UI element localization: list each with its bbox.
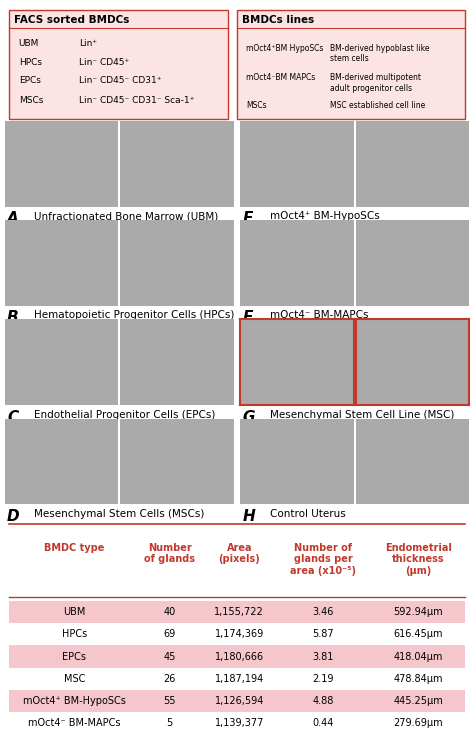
- Text: BMDCs lines: BMDCs lines: [242, 15, 314, 26]
- FancyBboxPatch shape: [9, 10, 228, 119]
- Text: UBM: UBM: [63, 607, 86, 617]
- Text: 418.04μm: 418.04μm: [393, 652, 443, 662]
- Text: EPCs: EPCs: [18, 75, 41, 85]
- Text: 4.88: 4.88: [312, 696, 334, 706]
- Text: B: B: [7, 311, 18, 325]
- Text: 279.69μm: 279.69μm: [393, 718, 443, 729]
- Text: MSCs: MSCs: [18, 96, 43, 106]
- Text: Lin⁻ CD45⁻ CD31⁺: Lin⁻ CD45⁻ CD31⁺: [79, 75, 162, 85]
- Text: 2.19: 2.19: [312, 674, 334, 684]
- Text: 478.84μm: 478.84μm: [393, 674, 443, 684]
- Text: 1,139,377: 1,139,377: [215, 718, 264, 729]
- Text: MSCs: MSCs: [246, 100, 267, 110]
- Text: 69: 69: [164, 629, 176, 639]
- Text: 1,187,194: 1,187,194: [215, 674, 264, 684]
- Text: mOct4⁺ BM-HypoSCs: mOct4⁺ BM-HypoSCs: [270, 211, 380, 221]
- Text: Lin⁻ CD45⁻ CD31⁻ Sca-1⁺: Lin⁻ CD45⁻ CD31⁻ Sca-1⁺: [79, 96, 194, 106]
- Text: BMDC type: BMDC type: [44, 542, 105, 553]
- Text: Lin⁻ CD45⁺: Lin⁻ CD45⁺: [79, 57, 129, 67]
- Text: BM-derived hypoblast like
stem cells: BM-derived hypoblast like stem cells: [330, 44, 429, 63]
- Text: HPCs: HPCs: [62, 629, 87, 639]
- Text: FACS sorted BMDCs: FACS sorted BMDCs: [14, 15, 129, 26]
- Text: 26: 26: [164, 674, 176, 684]
- FancyBboxPatch shape: [9, 646, 465, 668]
- Text: 616.45μm: 616.45μm: [393, 629, 443, 639]
- Text: mOct4⁺BM HypoSCs: mOct4⁺BM HypoSCs: [246, 44, 324, 53]
- FancyBboxPatch shape: [9, 623, 465, 646]
- Text: MSC: MSC: [64, 674, 85, 684]
- Text: Area
(pixels): Area (pixels): [219, 542, 260, 564]
- Text: Hematopoietic Progenitor Cells (HPCs): Hematopoietic Progenitor Cells (HPCs): [35, 311, 235, 320]
- Text: 45: 45: [164, 652, 176, 662]
- FancyBboxPatch shape: [237, 10, 465, 119]
- Text: E: E: [243, 211, 253, 226]
- Text: 5.87: 5.87: [312, 629, 334, 639]
- Text: BM-derived multipotent
adult progenitor cells: BM-derived multipotent adult progenitor …: [330, 73, 421, 93]
- Text: Number
of glands: Number of glands: [144, 542, 195, 564]
- Text: D: D: [7, 509, 19, 523]
- Text: F: F: [243, 311, 253, 325]
- Text: 3.81: 3.81: [312, 652, 334, 662]
- Text: Lin⁺: Lin⁺: [79, 40, 97, 48]
- Text: EPCs: EPCs: [63, 652, 86, 662]
- Text: 40: 40: [164, 607, 176, 617]
- Text: Unfractionated Bone Marrow (UBM): Unfractionated Bone Marrow (UBM): [35, 211, 219, 221]
- Text: 5: 5: [166, 718, 173, 729]
- Text: mOct4⁻ BM-MAPCs: mOct4⁻ BM-MAPCs: [28, 718, 121, 729]
- Text: UBM: UBM: [18, 40, 39, 48]
- Text: HPCs: HPCs: [18, 57, 42, 67]
- Text: MSC established cell line: MSC established cell line: [330, 100, 425, 110]
- Text: C: C: [7, 410, 18, 424]
- FancyBboxPatch shape: [9, 668, 465, 690]
- Text: A: A: [7, 211, 19, 226]
- Text: Control Uterus: Control Uterus: [270, 509, 346, 519]
- Text: 1,126,594: 1,126,594: [215, 696, 264, 706]
- Text: Endothelial Progenitor Cells (EPCs): Endothelial Progenitor Cells (EPCs): [35, 410, 216, 419]
- Text: 592.94μm: 592.94μm: [393, 607, 443, 617]
- FancyBboxPatch shape: [9, 601, 465, 623]
- Text: Mesenchymal Stem Cell Line (MSC): Mesenchymal Stem Cell Line (MSC): [270, 410, 455, 419]
- Text: G: G: [243, 410, 255, 424]
- Text: mOct4⁻ BM-MAPCs: mOct4⁻ BM-MAPCs: [270, 311, 369, 320]
- Text: 1,180,666: 1,180,666: [215, 652, 264, 662]
- Text: mOct4⁻BM MAPCs: mOct4⁻BM MAPCs: [246, 73, 316, 82]
- Text: 3.46: 3.46: [312, 607, 334, 617]
- Text: 1,155,722: 1,155,722: [214, 607, 264, 617]
- Text: Endometrial
thickness
(μm): Endometrial thickness (μm): [385, 542, 452, 575]
- Text: Number of
glands per
area (x10⁻⁵): Number of glands per area (x10⁻⁵): [290, 542, 356, 575]
- Text: H: H: [243, 509, 255, 523]
- Text: Mesenchymal Stem Cells (MSCs): Mesenchymal Stem Cells (MSCs): [35, 509, 205, 519]
- FancyBboxPatch shape: [9, 690, 465, 712]
- Text: 445.25μm: 445.25μm: [393, 696, 443, 706]
- Text: 0.44: 0.44: [312, 718, 334, 729]
- FancyBboxPatch shape: [9, 712, 465, 733]
- Text: 1,174,369: 1,174,369: [215, 629, 264, 639]
- Text: 55: 55: [164, 696, 176, 706]
- Text: mOct4⁺ BM-HypoSCs: mOct4⁺ BM-HypoSCs: [23, 696, 126, 706]
